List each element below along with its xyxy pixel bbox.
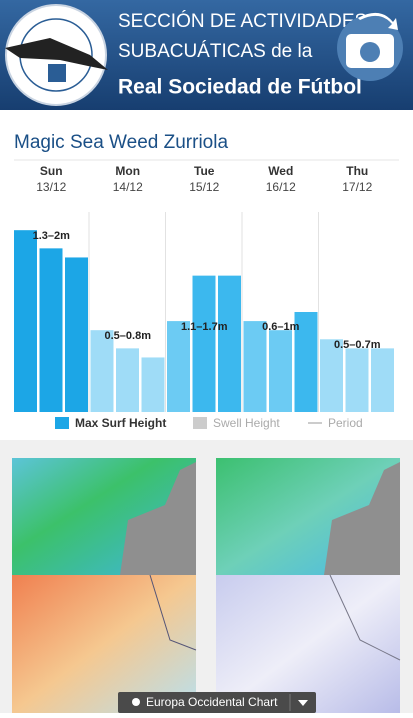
bar [39, 248, 63, 412]
date-label: 15/12 [189, 180, 219, 194]
bar [243, 321, 267, 412]
map-selector-label: Europa Occidental Chart [146, 695, 278, 709]
range-label: 0.6–1m [262, 321, 300, 333]
logo-shield [48, 64, 66, 82]
day-label: Mon [115, 164, 140, 178]
map-panel[interactable] [12, 575, 196, 713]
legend-label: Max Surf Height [75, 416, 166, 430]
legend-label: Period [328, 416, 363, 430]
map-panel[interactable] [216, 575, 400, 713]
bar [294, 312, 318, 412]
date-label: 13/12 [36, 180, 66, 194]
bar [90, 330, 114, 412]
date-label: 14/12 [113, 180, 143, 194]
bar [116, 348, 139, 412]
camera-lens [360, 42, 380, 62]
map-land [324, 462, 400, 575]
logo-diver [5, 38, 108, 70]
chart-title: Magic Sea Weed Zurriola [14, 132, 228, 153]
legend-label: Swell Height [213, 416, 280, 430]
date-label: 16/12 [266, 180, 296, 194]
range-label: 1.1–1.7m [181, 321, 228, 333]
bar [192, 275, 216, 412]
day-label: Sun [40, 164, 63, 178]
bar [14, 230, 37, 412]
bar [269, 330, 292, 412]
bar [371, 348, 394, 412]
map-selector[interactable] [118, 692, 316, 713]
bar [167, 321, 190, 412]
bar [65, 257, 88, 412]
pin-icon [132, 698, 140, 706]
bar [218, 275, 241, 412]
header-line: Real Sociedad de Fútbol [118, 76, 362, 99]
bar [320, 339, 343, 412]
legend-swatch [193, 417, 207, 429]
header-line: SECCIÓN DE ACTIVIDADES [118, 10, 367, 32]
day-label: Tue [194, 164, 215, 178]
header-line: SUBACUÁTICAS de la [118, 41, 313, 62]
range-label: 0.5–0.7m [334, 339, 381, 351]
range-label: 0.5–0.8m [105, 330, 152, 342]
map-coast [149, 574, 197, 651]
dropdown-arrow [298, 700, 308, 706]
map-land [120, 462, 196, 575]
map-coast [329, 574, 401, 661]
range-label: 1.3–2m [33, 230, 71, 242]
day-label: Thu [346, 164, 368, 178]
day-label: Wed [268, 164, 293, 178]
bar [141, 357, 165, 412]
camera-arrow [358, 12, 398, 30]
date-label: 17/12 [342, 180, 372, 194]
bar [345, 348, 369, 412]
legend-swatch [55, 417, 69, 429]
